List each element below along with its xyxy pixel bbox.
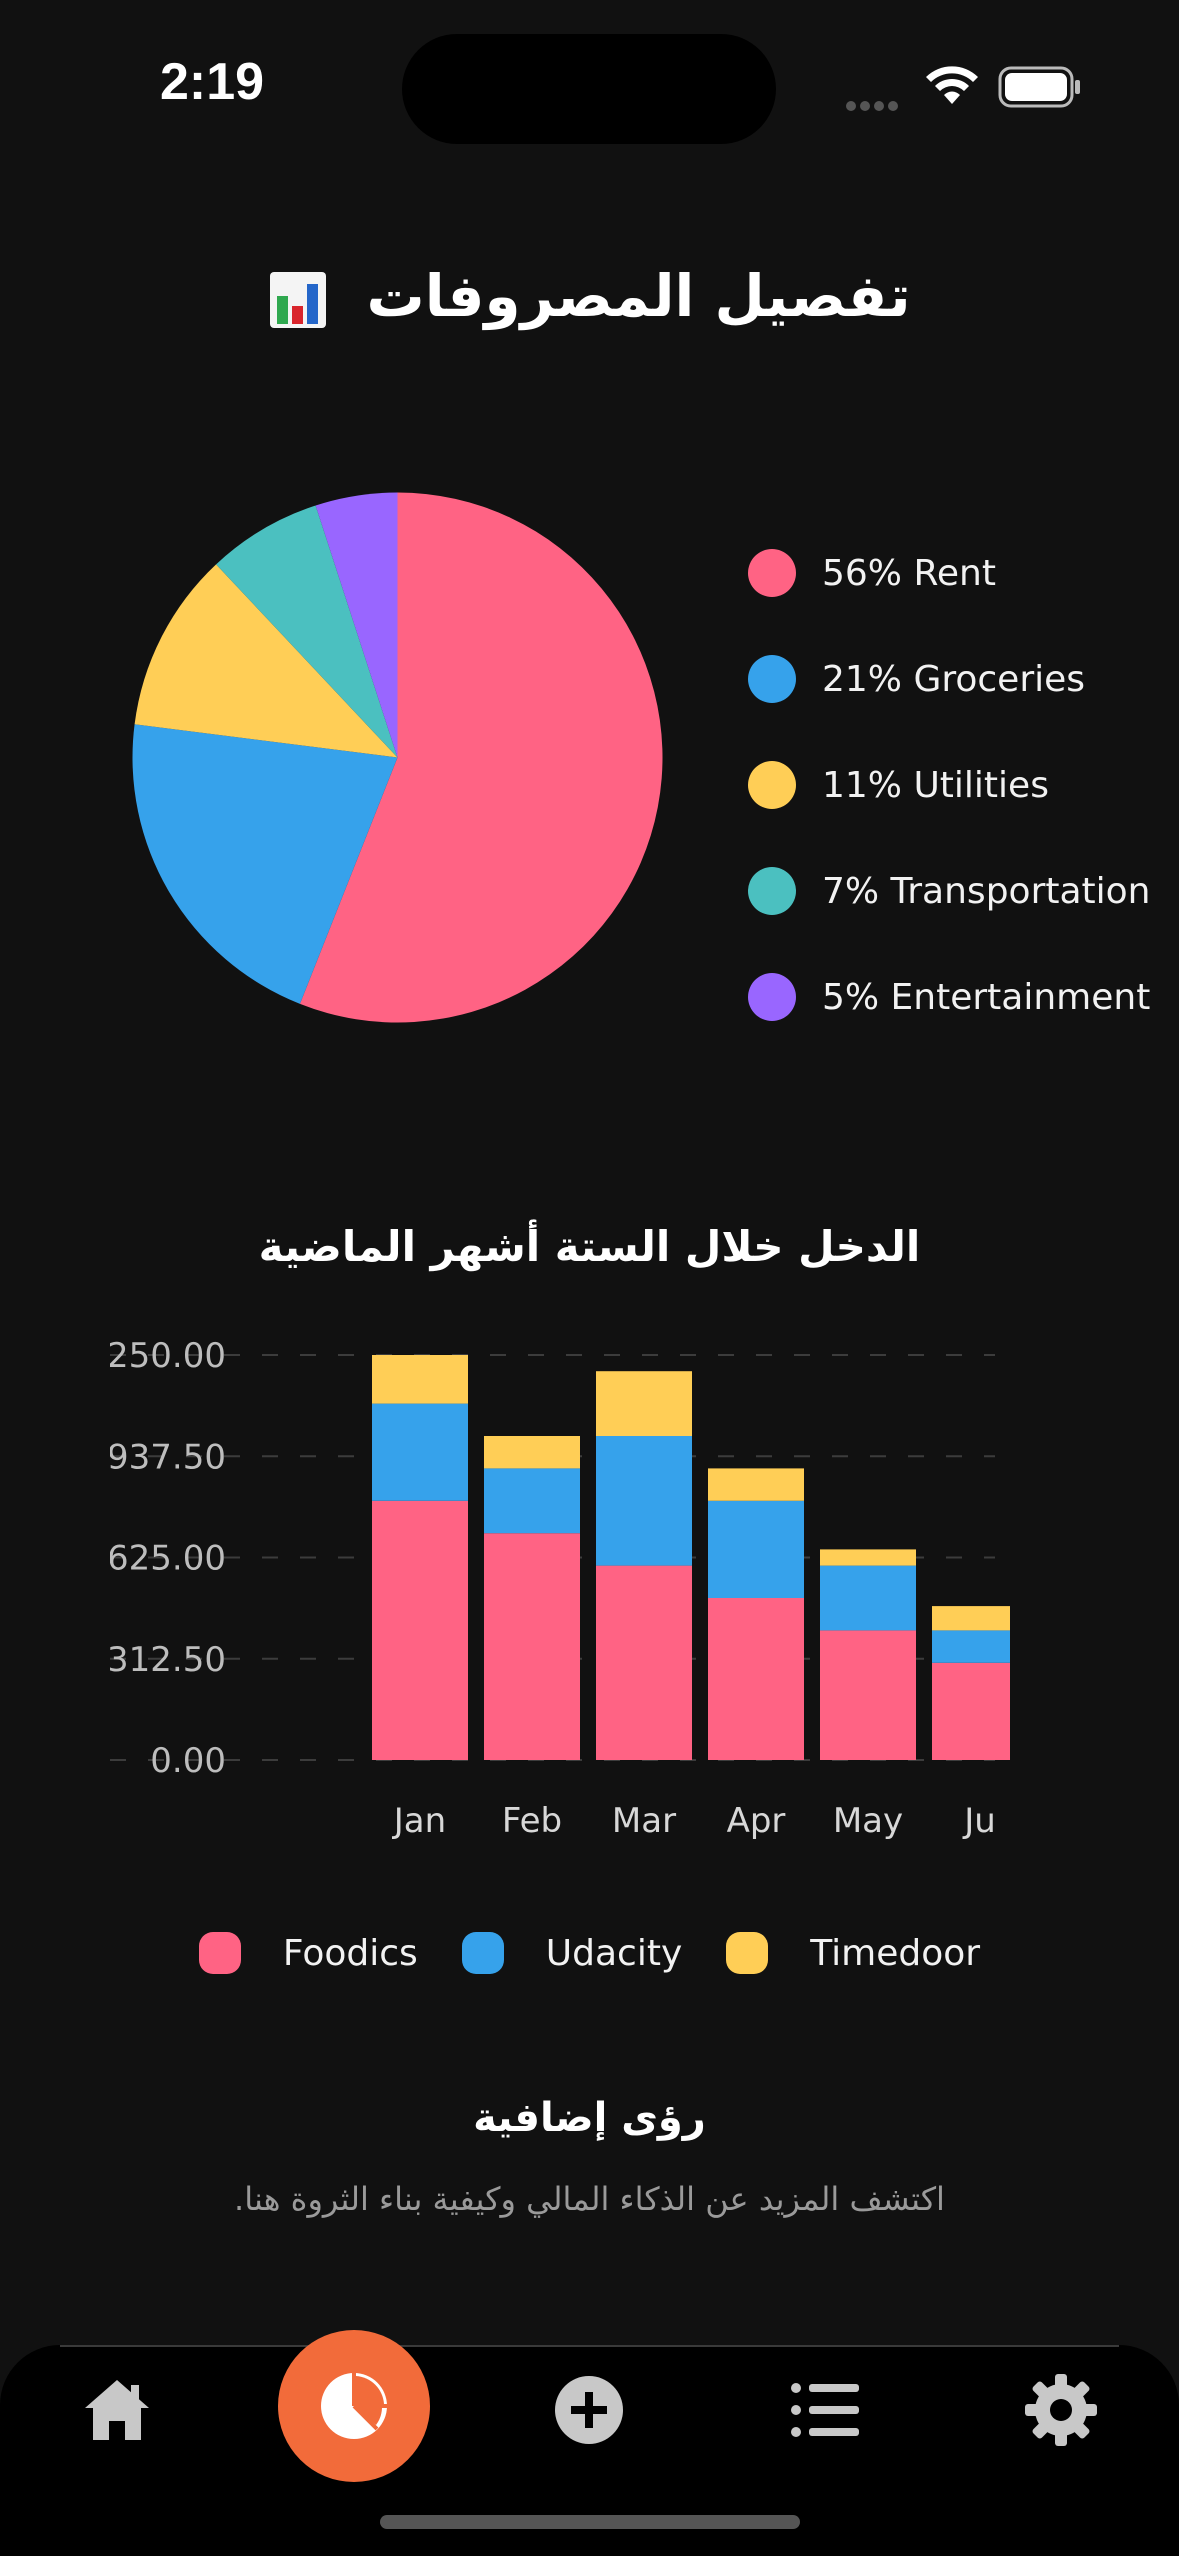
legend-swatch-foodics [198,1932,241,1974]
pie-slice-transportation [216,505,398,758]
page-title: تفصيل المصروفات [0,262,1179,330]
bar-foodics-feb [484,1533,580,1760]
legend-label-foodics: Foodics [282,1932,418,1974]
x-tick-label: Ju [962,1801,996,1841]
page-title-text: تفصيل المصروفات [366,262,911,330]
legend-label-timedoor: Timedoor [810,1932,981,1974]
legend-swatch-timedoor [726,1932,769,1974]
legend-label-entertainment: 5% Entertainment [822,976,1151,1018]
bar-foodics-may [820,1630,916,1760]
pie-slice-utilities [134,564,398,758]
legend-label-rent: 56% Rent [822,552,996,594]
y-tick-label: 937.50 [110,1437,226,1477]
x-tick-label: Jan [392,1801,446,1841]
pie-slice-groceries [132,724,398,1004]
y-tick-label: 250.00 [110,1336,226,1376]
expenses-legend: 56% Rent 21% Groceries 11% Utilities 7% … [748,520,1168,1050]
bar-timedoor-mar [596,1371,692,1436]
status-time: 2:19 [160,53,265,111]
legend-item-udacity: Udacity [461,1932,683,1974]
x-tick-label: Feb [502,1801,562,1841]
bar-chart-icon [270,271,327,328]
bar-foodics-mar [596,1565,692,1760]
battery-icon [998,66,1080,108]
bar-foodics-jan [372,1500,468,1760]
bar-udacity-may [820,1565,916,1631]
nav-home-button[interactable] [72,2365,162,2455]
bar-udacity-mar [596,1436,692,1566]
legend-item-transportation: 7% Transportation [748,838,1168,944]
legend-swatch-rent [748,549,796,597]
legend-item-rent: 56% Rent [748,520,1168,626]
signal-icon [846,96,906,111]
legend-swatch-entertainment [748,973,796,1021]
nav-expenses-button[interactable] [278,2330,430,2482]
bar-udacity-apr [708,1500,804,1598]
nav-add-button[interactable] [544,2365,634,2455]
legend-item-groceries: 21% Groceries [748,626,1168,732]
nav-list-button[interactable] [780,2365,870,2455]
legend-swatch-utilities [748,761,796,809]
y-tick-label: 0.00 [150,1741,226,1781]
gear-icon [1025,2374,1097,2446]
legend-label-udacity: Udacity [545,1932,683,1974]
x-tick-label: May [833,1801,903,1841]
pie-slice-rent [299,492,663,1023]
add-icon [555,2376,623,2444]
income-legend: Foodics Udacity Timedoor [0,1932,1179,1974]
bar-udacity-feb [484,1468,580,1534]
legend-label-utilities: 11% Utilities [822,764,1049,806]
income-bar-chart: 250.00 937.50 625.00 312.50 0.00 Jan Feb Mar Apr… [110,1320,1010,1860]
legend-label-groceries: 21% Groceries [822,658,1086,700]
legend-item-timedoor: Timedoor [726,1932,980,1974]
x-tick-label: Apr [727,1801,786,1841]
legend-label-transportation: 7% Transportation [822,870,1151,912]
bar-timedoor-apr [708,1468,804,1501]
legend-item-foodics: Foodics [198,1932,418,1974]
legend-swatch-udacity [461,1932,504,1974]
legend-swatch-groceries [748,655,796,703]
bar-timedoor-feb [484,1436,580,1469]
insights-title: رؤى إضافية [473,2095,706,2141]
bar-foodics-apr [708,1598,804,1760]
status-bar: 2:19 [0,0,1179,150]
bar-timedoor-ju [932,1606,1010,1631]
home-indicator [380,2515,800,2529]
dynamic-island [402,34,776,144]
income-chart-title: الدخل خلال الستة أشهر الماضية [258,1222,921,1271]
bar-udacity-jan [372,1403,468,1501]
bar-udacity-ju [932,1630,1010,1663]
nav-settings-button[interactable] [1016,2365,1106,2455]
expenses-pie-chart [130,490,665,1025]
x-tick-label: Mar [612,1801,676,1841]
nav-divider [60,2345,1119,2347]
bar-foodics-ju [932,1662,1010,1760]
y-tick-label: 312.50 [110,1640,226,1680]
list-icon [791,2383,859,2437]
y-tick-label: 625.00 [110,1539,226,1579]
insights-body: اكتشف المزيد عن الذكاء المالي وكيفية بنا… [234,2180,945,2218]
wifi-icon [926,66,978,104]
bar-timedoor-jan [372,1355,468,1404]
legend-swatch-transportation [748,867,796,915]
bar-timedoor-may [820,1549,916,1566]
legend-item-entertainment: 5% Entertainment [748,944,1168,1050]
legend-item-utilities: 11% Utilities [748,732,1168,838]
home-icon [85,2380,149,2440]
pie-chart-icon [321,2373,387,2439]
pie-slice-entertainment [315,492,398,758]
